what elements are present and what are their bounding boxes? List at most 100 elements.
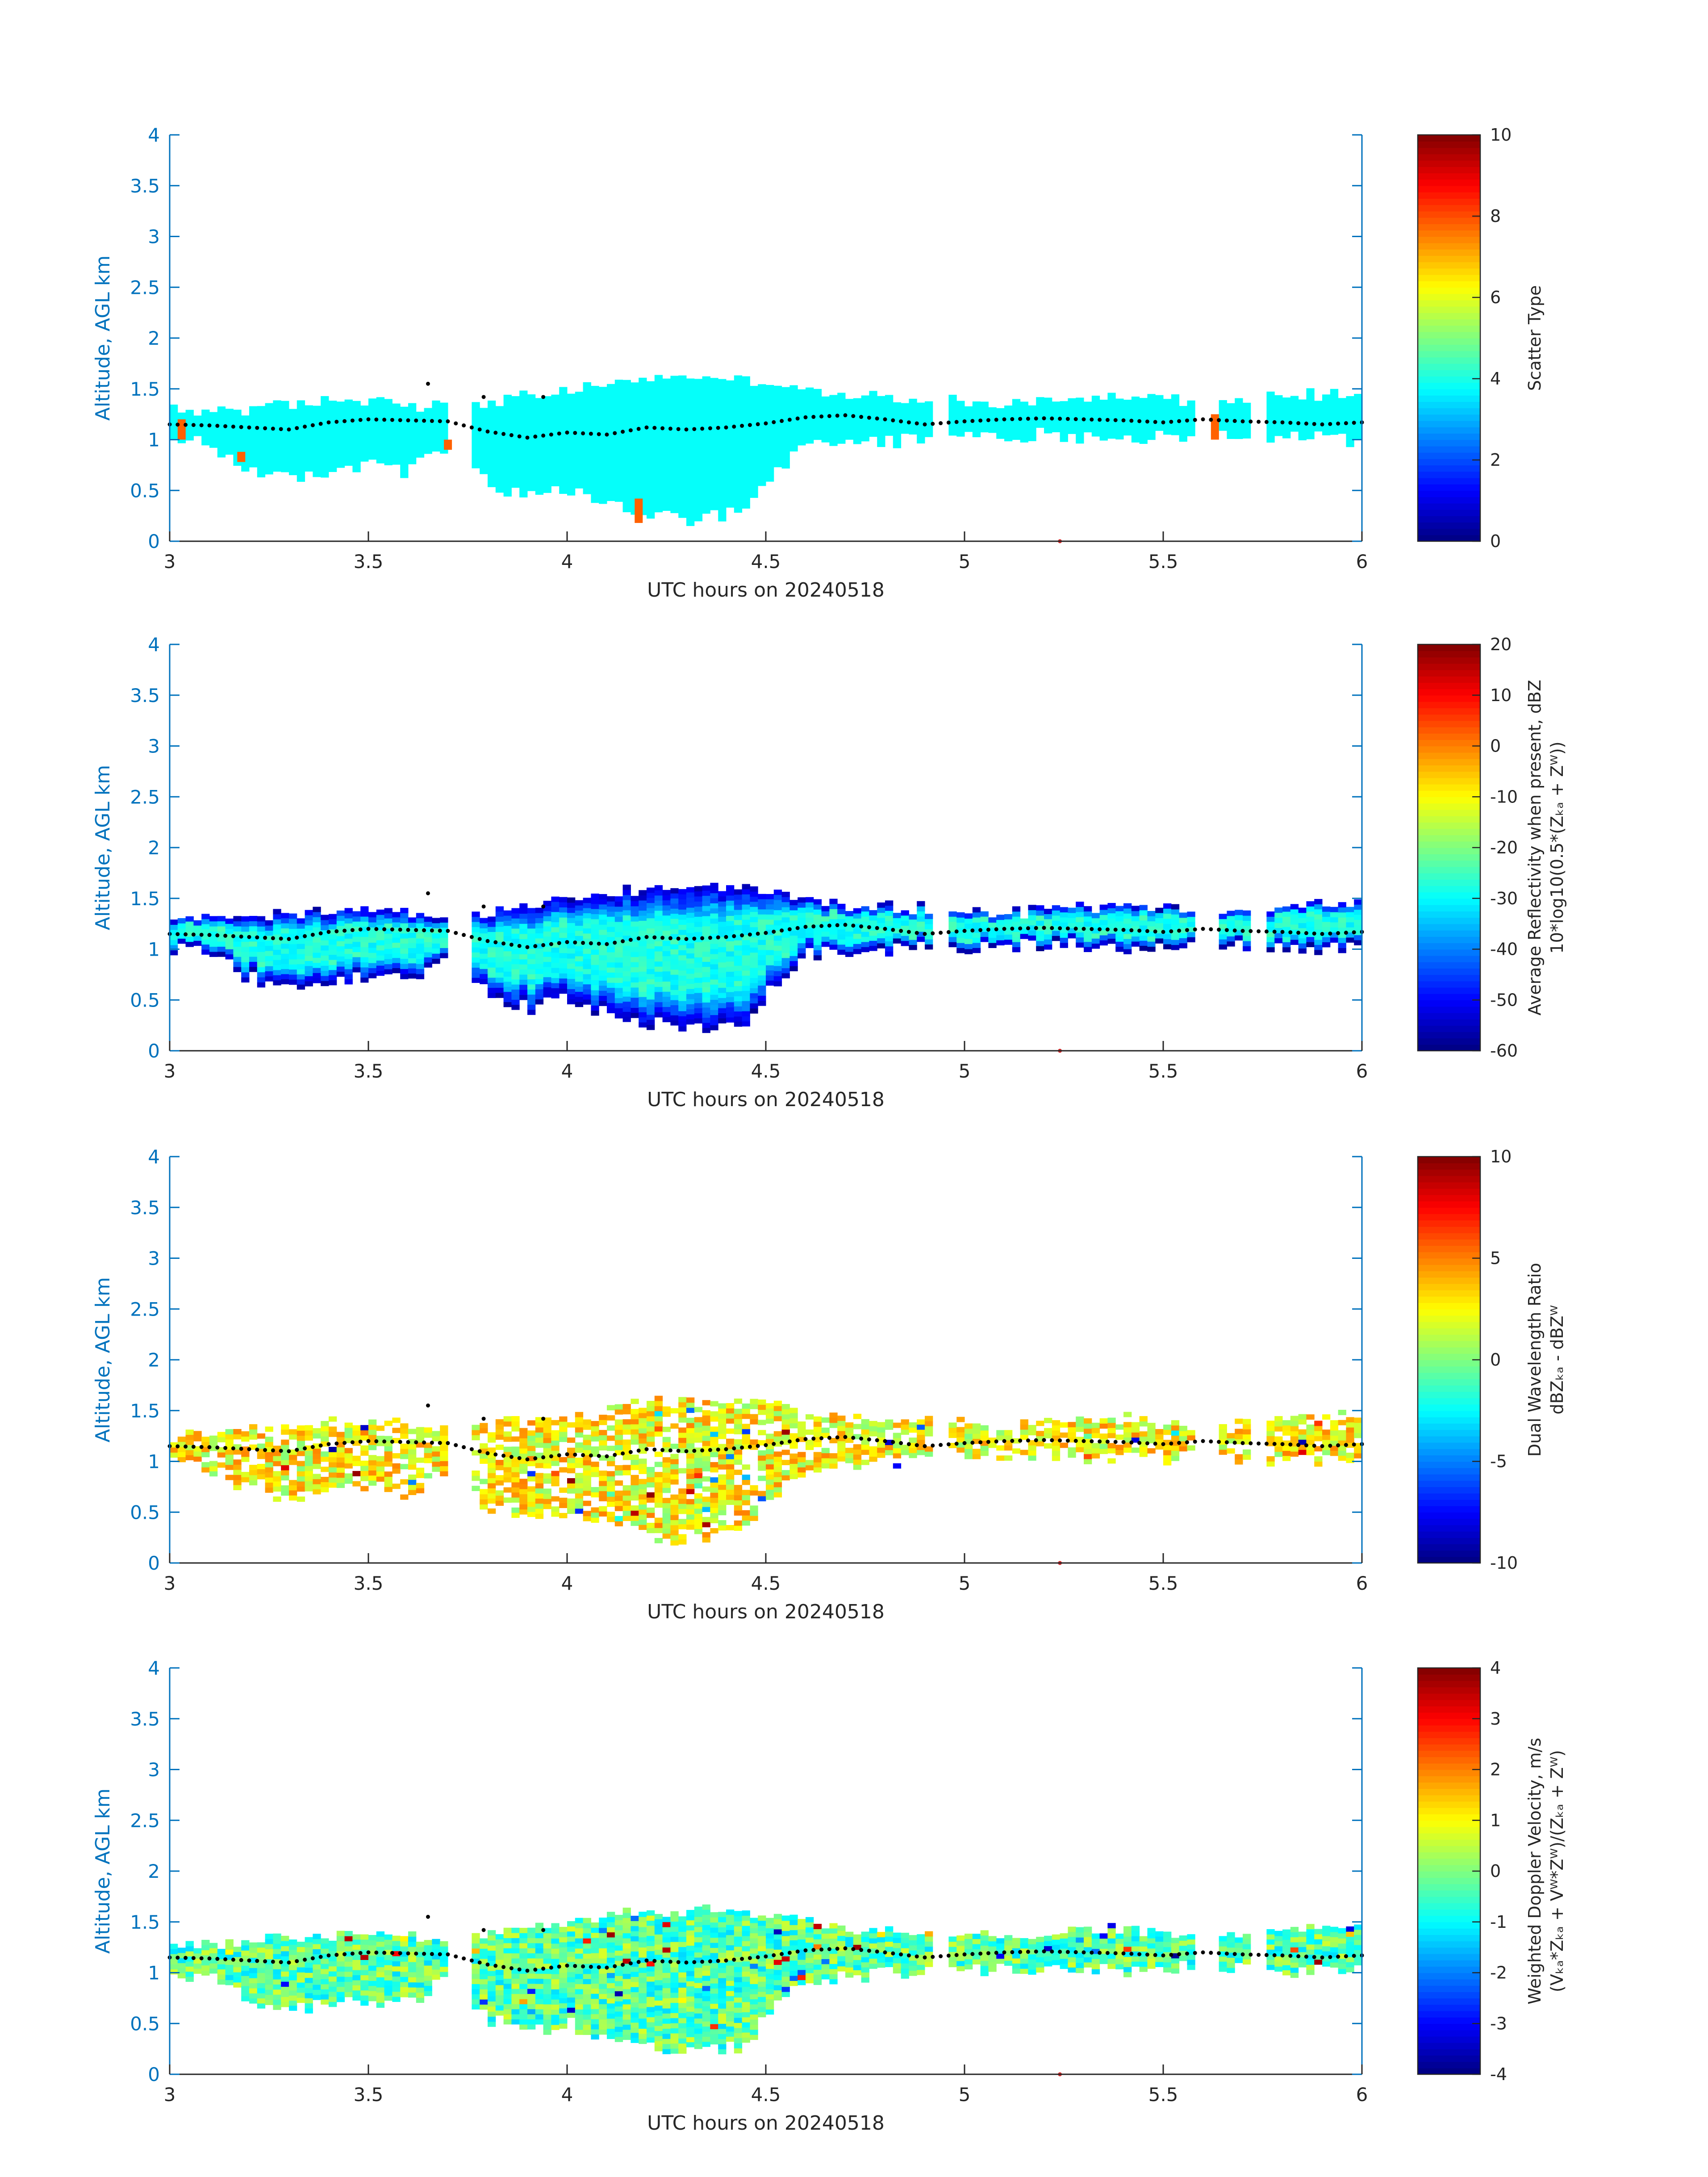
heatmap-cell <box>265 428 273 434</box>
heatmap-cell <box>535 433 544 439</box>
heatmap-cell <box>201 944 210 950</box>
heatmap-cell <box>607 987 615 993</box>
heatmap-cell <box>289 1495 297 1501</box>
heatmap-cell <box>614 466 623 472</box>
heatmap-cell <box>599 960 607 965</box>
heatmap-cell <box>607 998 615 1003</box>
heatmap-cell <box>488 441 496 447</box>
heatmap-cell <box>503 1487 512 1493</box>
heatmap-cell <box>710 500 718 506</box>
heatmap-cell <box>718 481 727 486</box>
heatmap-cell <box>845 404 854 409</box>
heatmap-cell <box>599 935 607 940</box>
heatmap-cell <box>352 436 361 442</box>
heatmap-cell <box>519 1463 528 1469</box>
heatmap-cell <box>384 414 393 420</box>
heatmap-cell <box>654 931 663 936</box>
heatmap-cell <box>591 1426 599 1432</box>
heatmap-cell <box>1282 407 1291 413</box>
heatmap-cell <box>1084 417 1092 422</box>
heatmap-cell <box>607 936 615 942</box>
heatmap-cell <box>622 492 631 497</box>
heatmap-cell <box>670 888 679 894</box>
heatmap-cell <box>1290 426 1299 432</box>
heatmap-cell <box>503 410 512 415</box>
heatmap-cell <box>639 377 647 383</box>
heatmap-cell <box>710 903 718 909</box>
heatmap-cell <box>1147 926 1156 932</box>
heatmap-cell <box>535 484 544 490</box>
heatmap-cell <box>583 953 591 959</box>
heatmap-cell <box>336 1437 345 1442</box>
heatmap-cell <box>1060 436 1068 442</box>
heatmap-cell <box>344 1458 353 1464</box>
heatmap-cell <box>639 1463 647 1469</box>
heatmap-cell <box>702 1002 710 1008</box>
heatmap-cell <box>575 1447 584 1453</box>
heatmap-cell <box>249 442 258 447</box>
heatmap-cell <box>376 422 385 428</box>
heatmap-cell <box>829 944 838 950</box>
heatmap-cell <box>718 501 727 506</box>
heatmap-cell <box>726 986 735 992</box>
heatmap-cell <box>654 1012 663 1018</box>
heatmap-cell <box>384 455 393 460</box>
heatmap-cell <box>225 439 234 445</box>
heatmap-cell <box>376 950 385 956</box>
x-axis-label: UTC hours on 20240518 <box>647 579 885 602</box>
heatmap-cell <box>631 1012 639 1018</box>
heatmap-cell <box>241 1451 250 1457</box>
heatmap-cell <box>678 1001 687 1006</box>
heatmap-cell <box>1091 943 1100 949</box>
colorbar-swatch <box>1418 651 1480 658</box>
heatmap-cell <box>201 440 210 446</box>
heatmap-cell <box>599 929 607 935</box>
heatmap-cell <box>559 458 568 464</box>
heatmap-cell <box>511 1457 520 1462</box>
heatmap-cell <box>527 989 536 995</box>
heatmap-cell <box>647 386 655 392</box>
heatmap-cell <box>980 417 989 422</box>
heatmap-cell <box>575 976 584 982</box>
heatmap-cell <box>273 1481 281 1487</box>
cloud-base-point <box>175 422 180 427</box>
heatmap-cell <box>321 1431 329 1437</box>
heatmap-cell <box>734 497 743 503</box>
cloud-base-point <box>1042 416 1046 421</box>
heatmap-cell <box>773 905 782 911</box>
heatmap-cell <box>813 935 822 940</box>
heatmap-cell <box>495 416 504 422</box>
heatmap-cell <box>1354 924 1362 930</box>
heatmap-cell <box>400 1428 409 1434</box>
heatmap-cell <box>233 936 242 942</box>
heatmap-cell <box>368 927 377 933</box>
heatmap-cell <box>773 971 782 977</box>
heatmap-cell <box>670 994 679 1000</box>
heatmap-cell <box>1123 409 1132 415</box>
heatmap-cell <box>781 957 790 963</box>
heatmap-cell <box>837 903 846 909</box>
heatmap-cell <box>702 457 710 463</box>
heatmap-cell <box>368 398 377 404</box>
heatmap-cell <box>758 955 766 961</box>
heatmap-cell <box>273 1476 281 1482</box>
heatmap-cell <box>241 962 250 968</box>
heatmap-cell <box>1306 901 1315 907</box>
heatmap-cell <box>806 902 814 908</box>
heatmap-cell <box>607 450 615 455</box>
heatmap-cell <box>241 926 250 932</box>
heatmap-cell <box>503 1421 512 1427</box>
heatmap-cell <box>837 403 846 409</box>
colorbar-swatch <box>1418 714 1480 721</box>
heatmap-cell <box>686 470 695 476</box>
heatmap-cell <box>472 942 480 948</box>
heatmap-cell <box>758 995 766 1001</box>
heatmap-cell <box>622 441 631 447</box>
heatmap-cell <box>321 1456 329 1462</box>
heatmap-cell <box>225 1429 234 1435</box>
heatmap-cell <box>527 414 536 420</box>
heatmap-cell <box>1028 405 1036 411</box>
heatmap-cell <box>1306 414 1315 419</box>
heatmap-cell <box>511 969 520 974</box>
heatmap-cell <box>750 401 758 407</box>
